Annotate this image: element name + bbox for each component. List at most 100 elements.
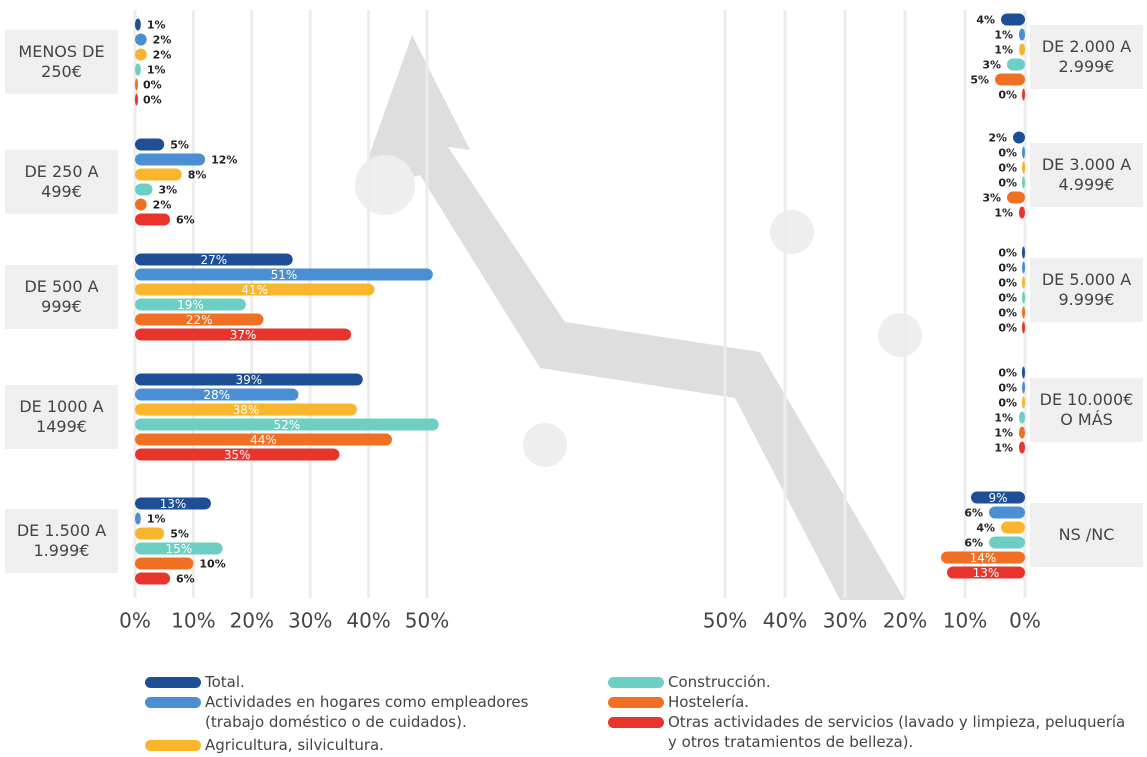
- bar: [135, 19, 141, 31]
- value-label: 1%: [994, 412, 1013, 425]
- x-tick-label: 0%: [119, 609, 151, 633]
- category-label: MENOS DE 250€: [5, 30, 118, 94]
- bar: [1022, 397, 1025, 409]
- value-label: 0%: [998, 247, 1017, 260]
- bar: [135, 34, 147, 46]
- value-label: 6%: [964, 507, 983, 520]
- value-label: 3%: [982, 59, 1001, 72]
- legend-label: Construcción.: [668, 672, 1048, 692]
- value-label: 1%: [147, 19, 166, 32]
- value-label: 0%: [143, 79, 162, 92]
- value-label: 14%: [970, 551, 997, 565]
- bar: [135, 169, 182, 181]
- bar: [135, 214, 170, 226]
- value-label: 9%: [988, 491, 1007, 505]
- value-label: 1%: [994, 442, 1013, 455]
- value-label: 37%: [230, 328, 257, 342]
- value-label: 3%: [982, 192, 1001, 205]
- bar: [1019, 29, 1025, 41]
- value-label: 39%: [236, 373, 263, 387]
- coin-icon: [770, 210, 814, 254]
- bar: [1022, 322, 1025, 334]
- value-label: 1%: [147, 64, 166, 77]
- value-label: 6%: [176, 214, 195, 227]
- decorative-arrow: [355, 35, 905, 600]
- bar: [1001, 14, 1025, 26]
- category-label: DE 3.000 A 4.999€: [1030, 143, 1143, 207]
- legend-label: Actividades en hogares como empleadores …: [205, 692, 585, 732]
- x-tick-label: 40%: [346, 609, 390, 633]
- category-label: DE 1000 A 1499€: [5, 385, 118, 449]
- x-tick-label: 0%: [1009, 609, 1041, 633]
- bar: [1007, 59, 1025, 71]
- bar: [135, 79, 138, 91]
- value-label: 6%: [176, 573, 195, 586]
- value-label: 2%: [153, 34, 172, 47]
- value-label: 1%: [994, 427, 1013, 440]
- category-label: DE 1.500 A 1.999€: [5, 509, 118, 573]
- value-label: 0%: [998, 177, 1017, 190]
- bar: [989, 537, 1025, 549]
- value-label: 0%: [998, 367, 1017, 380]
- bar: [1022, 162, 1025, 174]
- bar: [135, 528, 164, 540]
- category-label: DE 250 A 499€: [5, 150, 118, 214]
- bar: [1022, 147, 1025, 159]
- value-label: 22%: [186, 313, 213, 327]
- x-tick-label: 10%: [943, 609, 987, 633]
- value-label: 1%: [147, 513, 166, 526]
- legend-label: Otras actividades de servicios (lavado y…: [668, 712, 1128, 752]
- category-label: DE 10.000€ O MÁS: [1030, 378, 1143, 442]
- bar: [1022, 262, 1025, 274]
- legend-label: Total.: [205, 672, 585, 692]
- legend-label: Hostelería.: [668, 692, 1048, 712]
- value-label: 28%: [203, 388, 230, 402]
- value-label: 0%: [998, 277, 1017, 290]
- coin-icon: [355, 155, 415, 215]
- x-tick-label: 20%: [883, 609, 927, 633]
- value-label: 0%: [143, 94, 162, 107]
- bar: [135, 184, 153, 196]
- bar: [989, 507, 1025, 519]
- legend-swatch: [145, 697, 201, 708]
- bar: [1022, 292, 1025, 304]
- value-label: 0%: [998, 382, 1017, 395]
- value-label: 27%: [201, 253, 228, 267]
- value-label: 0%: [998, 89, 1017, 102]
- legend-label: Agricultura, silvicultura.: [205, 735, 585, 755]
- value-label: 5%: [970, 74, 989, 87]
- value-label: 41%: [241, 283, 268, 297]
- value-label: 13%: [160, 497, 187, 511]
- bar: [135, 49, 147, 61]
- page: 1%2%2%1%0%0%5%12%8%3%2%6%27%51%41%19%22%…: [0, 0, 1147, 757]
- category-label: DE 5.000 A 9.999€: [1030, 258, 1143, 322]
- x-tick-label: 30%: [823, 609, 867, 633]
- value-label: 0%: [998, 322, 1017, 335]
- value-label: 19%: [177, 298, 204, 312]
- bar: [135, 139, 164, 151]
- x-tick-label: 10%: [171, 609, 215, 633]
- bar: [1019, 427, 1025, 439]
- value-label: 12%: [211, 154, 237, 167]
- legend-swatch: [608, 697, 664, 708]
- value-label: 2%: [153, 49, 172, 62]
- legend-swatch: [145, 740, 201, 751]
- value-label: 6%: [964, 537, 983, 550]
- value-label: 52%: [274, 418, 301, 432]
- bar: [135, 154, 205, 166]
- bar: [1007, 192, 1025, 204]
- chart: 1%2%2%1%0%0%5%12%8%3%2%6%27%51%41%19%22%…: [0, 0, 1147, 757]
- bar: [1022, 307, 1025, 319]
- bar: [135, 513, 141, 525]
- value-label: 0%: [998, 397, 1017, 410]
- value-label: 10%: [199, 558, 225, 571]
- bar: [135, 64, 141, 76]
- bar: [135, 199, 147, 211]
- legend-swatch: [608, 717, 664, 728]
- bar: [1022, 382, 1025, 394]
- category-label: NS /NC: [1030, 503, 1143, 567]
- value-label: 1%: [994, 29, 1013, 42]
- bar: [135, 573, 170, 585]
- value-label: 3%: [159, 184, 178, 197]
- value-label: 13%: [973, 566, 1000, 580]
